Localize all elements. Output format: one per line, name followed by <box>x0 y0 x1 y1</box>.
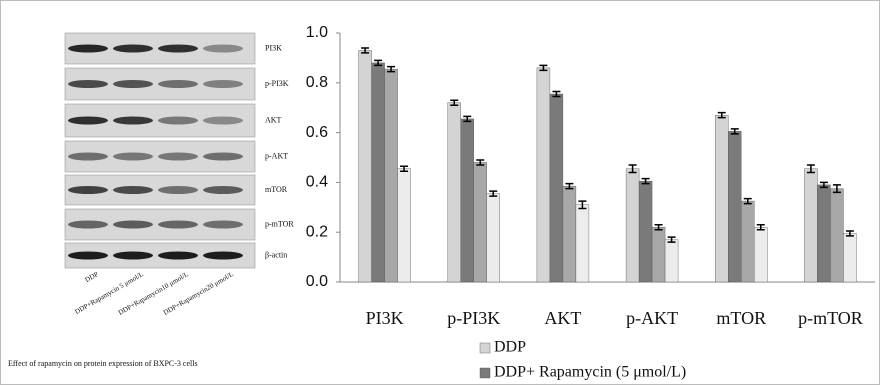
bar <box>741 201 754 282</box>
blot-band <box>113 153 153 161</box>
bar <box>652 227 665 282</box>
blot-row-label: p-PI3K <box>265 79 289 88</box>
blot-band <box>203 45 243 53</box>
bar <box>626 169 639 282</box>
blot-band <box>158 45 198 53</box>
blot-caption: Effect of rapamycin on protein expressio… <box>8 359 198 368</box>
blot-band <box>203 252 243 260</box>
blot-band <box>113 186 153 194</box>
blot-band <box>68 80 108 88</box>
blot-band <box>158 117 198 125</box>
blot-band <box>113 80 153 88</box>
y-tick-label: 0.2 <box>306 223 328 240</box>
y-tick-label: 0.4 <box>306 174 328 191</box>
blot-band <box>203 117 243 125</box>
blot-band <box>113 252 153 260</box>
x-tick-label: p-mTOR <box>798 308 863 328</box>
blot-band <box>113 117 153 125</box>
y-tick-label: 1.0 <box>306 24 328 41</box>
x-tick-label: p-AKT <box>626 308 678 328</box>
bar <box>715 115 728 282</box>
blot-row-label: AKT <box>265 115 282 124</box>
bar <box>372 63 385 282</box>
bar <box>665 240 678 282</box>
blot-band <box>158 252 198 260</box>
x-tick-label: mTOR <box>716 308 766 328</box>
blot-row-label: PI3K <box>265 43 282 52</box>
blot-band <box>158 80 198 88</box>
blot-band <box>203 153 243 161</box>
x-tick-label: AKT <box>544 308 581 328</box>
bar <box>398 169 411 282</box>
blot-band <box>113 221 153 229</box>
bar <box>487 194 500 282</box>
legend-swatch <box>480 368 490 378</box>
blot-band <box>68 186 108 194</box>
blot-row-label: β-actin <box>265 250 287 259</box>
blot-band <box>203 80 243 88</box>
y-tick-label: 0.0 <box>306 273 328 290</box>
legend-label: DDP+ Rapamycin (5 μmol/L) <box>494 364 686 381</box>
blot-band <box>113 45 153 53</box>
bar <box>474 162 487 282</box>
blot-band <box>68 221 108 229</box>
bar <box>563 186 576 282</box>
legend-swatch <box>480 343 490 353</box>
bar <box>537 68 550 282</box>
blot-band <box>158 186 198 194</box>
bar <box>830 189 843 282</box>
bar <box>359 50 372 282</box>
blot-band <box>203 186 243 194</box>
y-tick-label: 0.8 <box>306 74 328 91</box>
blot-band <box>68 252 108 260</box>
bar <box>817 185 830 282</box>
bar <box>461 119 474 282</box>
bar <box>639 181 652 282</box>
bar <box>576 205 589 282</box>
blot-band <box>158 153 198 161</box>
figure: Effect of rapamycin on protein expressio… <box>0 0 880 385</box>
blot-band <box>68 45 108 53</box>
blot-row-label: p-mTOR <box>265 219 294 228</box>
y-tick-label: 0.6 <box>306 124 328 141</box>
blot-band <box>68 153 108 161</box>
bar <box>448 103 461 282</box>
bar <box>754 227 767 282</box>
blot-band <box>158 221 198 229</box>
bar <box>843 233 856 282</box>
bar <box>550 94 563 282</box>
x-tick-label: PI3K <box>366 308 404 328</box>
blot-row-label: p-AKT <box>265 151 288 160</box>
x-tick-label: p-PI3K <box>447 308 500 328</box>
bar <box>385 69 398 282</box>
legend-label: DDP <box>494 339 526 356</box>
blot-row-label: mTOR <box>265 185 288 194</box>
bar <box>728 131 741 282</box>
blot-band <box>68 117 108 125</box>
blot-band <box>203 221 243 229</box>
bar <box>804 169 817 282</box>
